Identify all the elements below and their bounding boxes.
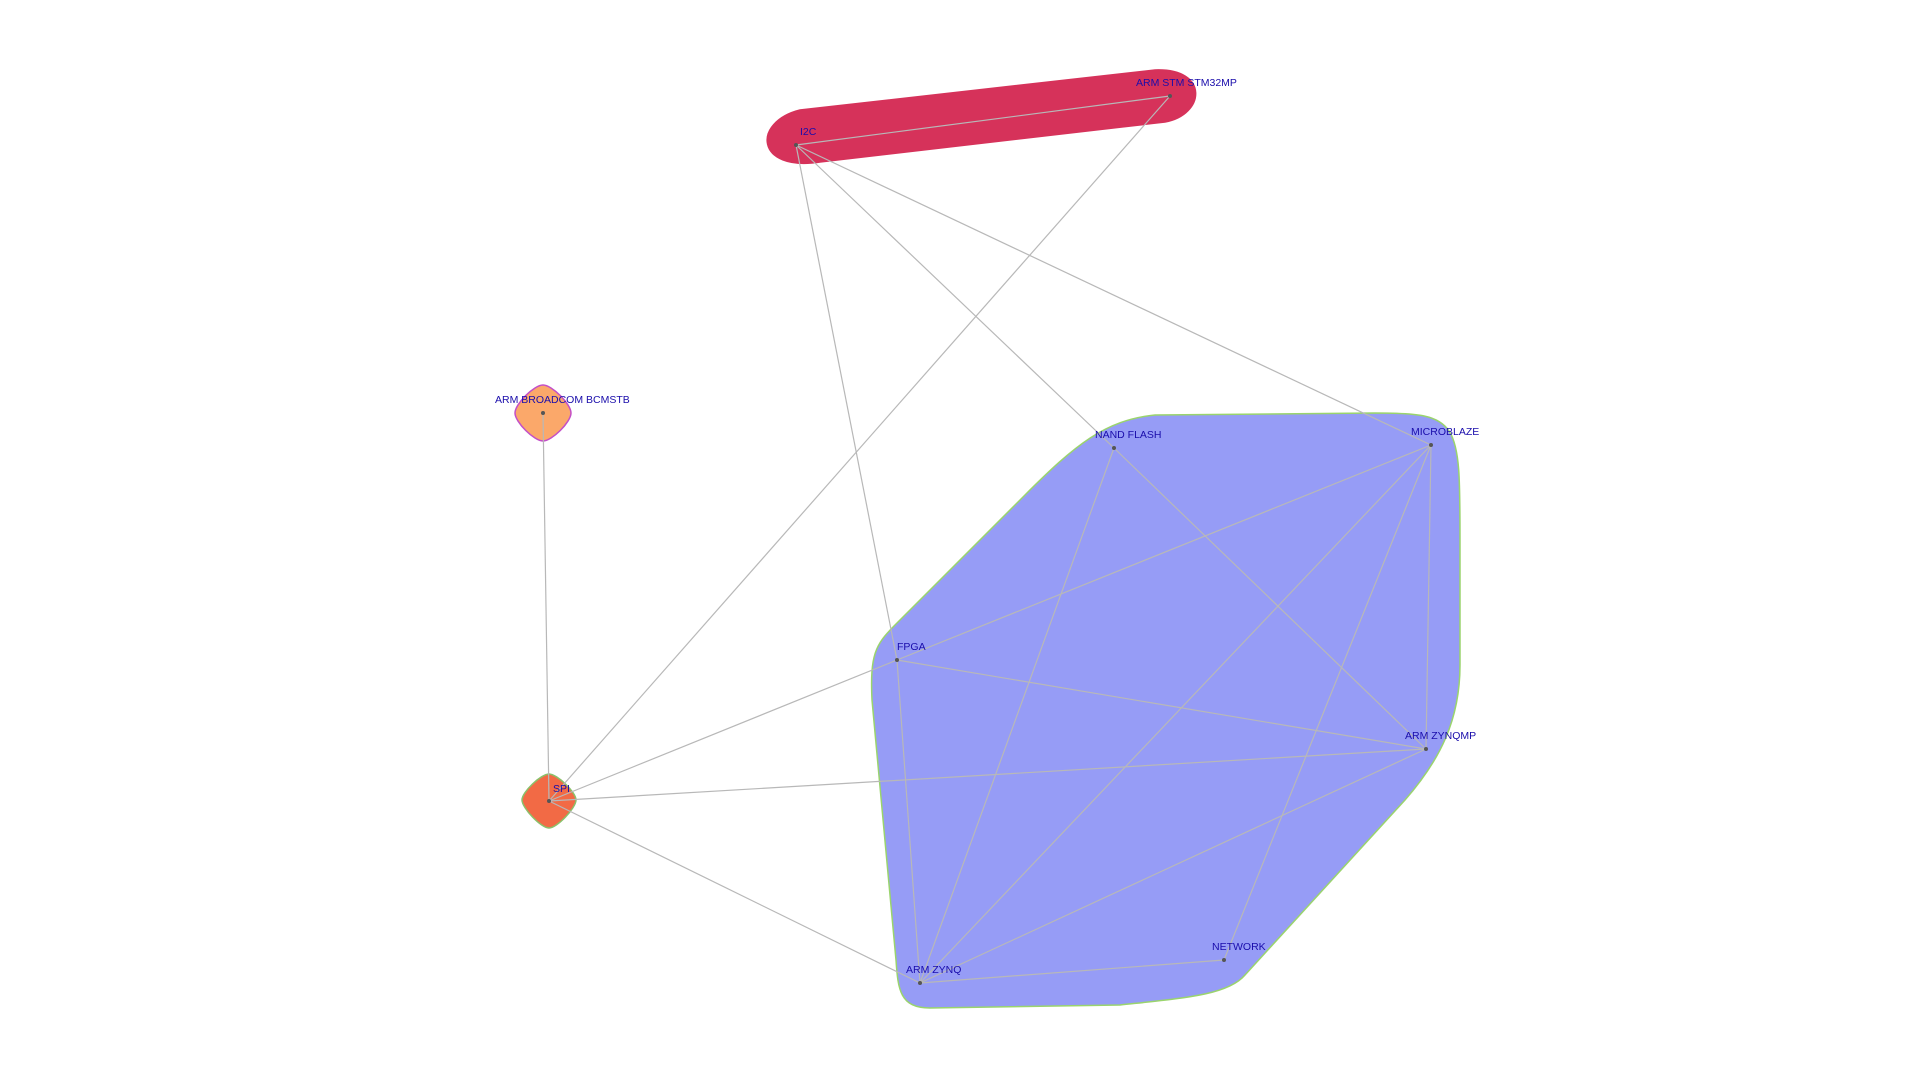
graph-nodes: I2C ARM STM STM32MP ARM BROADCOM BCMSTB SPI… <box>495 77 1479 985</box>
edge-stm32mp-spi <box>548 95 1171 802</box>
node-dot-stm32mp[interactable] <box>1168 94 1172 98</box>
edge-spi-fpga <box>548 659 898 802</box>
hull-fpga-cluster <box>870 412 1461 1009</box>
node-dot-i2c[interactable] <box>794 143 798 147</box>
edge-i2c-stm32mp <box>795 95 1171 146</box>
node-label-zynqmp: ARM ZYNQMP <box>1405 730 1476 742</box>
edge-fpga-zynqmp <box>896 659 1427 750</box>
edge-i2c-nand <box>795 144 1115 449</box>
node-microblaze[interactable]: MICROBLAZE <box>1411 426 1479 447</box>
node-bcmstb[interactable]: ARM BROADCOM BCMSTB <box>495 394 630 415</box>
edge-i2c-fpga <box>795 144 898 661</box>
hull-i2c-stm32mp <box>766 69 1197 165</box>
node-label-network: NETWORK <box>1212 941 1266 953</box>
edge-i2c-microblaze <box>795 144 1432 446</box>
edge-spi-zynq <box>548 800 921 984</box>
node-dot-zynq[interactable] <box>918 981 922 985</box>
node-dot-network[interactable] <box>1222 958 1226 962</box>
edge-zynq-network <box>919 959 1225 984</box>
node-spi[interactable]: SPI <box>547 783 570 803</box>
node-label-fpga: FPGA <box>897 641 926 653</box>
node-label-stm32mp: ARM STM STM32MP <box>1136 77 1237 89</box>
node-label-spi: SPI <box>553 783 570 795</box>
node-zynq[interactable]: ARM ZYNQ <box>906 964 961 985</box>
node-dot-nand[interactable] <box>1112 446 1116 450</box>
node-label-i2c: I2C <box>800 126 817 138</box>
node-dot-spi[interactable] <box>547 799 551 803</box>
node-dot-fpga[interactable] <box>895 658 899 662</box>
node-label-nand: NAND FLASH <box>1095 429 1162 441</box>
node-stm32mp[interactable]: ARM STM STM32MP <box>1136 77 1237 98</box>
edge-nand-zynq <box>919 447 1115 984</box>
group-hulls <box>514 69 1461 1009</box>
node-network[interactable]: NETWORK <box>1212 941 1266 962</box>
edge-bcmstb-spi <box>542 412 550 802</box>
node-label-microblaze: MICROBLAZE <box>1411 426 1479 438</box>
node-dot-zynqmp[interactable] <box>1424 747 1428 751</box>
edge-microblaze-network <box>1223 444 1432 961</box>
edge-microblaze-zynqmp <box>1425 444 1432 750</box>
node-label-zynq: ARM ZYNQ <box>906 964 961 976</box>
edge-zynqmp-zynq <box>919 748 1427 984</box>
graph-edges <box>542 95 1432 984</box>
edge-nand-zynqmp <box>1113 447 1427 750</box>
node-zynqmp[interactable]: ARM ZYNQMP <box>1405 730 1476 751</box>
node-dot-bcmstb[interactable] <box>541 411 545 415</box>
node-i2c[interactable]: I2C <box>794 126 817 147</box>
edge-spi-zynqmp <box>548 748 1427 802</box>
edge-fpga-zynq <box>896 659 921 984</box>
node-dot-microblaze[interactable] <box>1429 443 1433 447</box>
node-nand[interactable]: NAND FLASH <box>1095 429 1162 450</box>
node-fpga[interactable]: FPGA <box>895 641 926 662</box>
node-label-bcmstb: ARM BROADCOM BCMSTB <box>495 394 630 406</box>
edge-microblaze-fpga <box>896 444 1432 661</box>
edge-microblaze-zynq <box>919 444 1432 984</box>
